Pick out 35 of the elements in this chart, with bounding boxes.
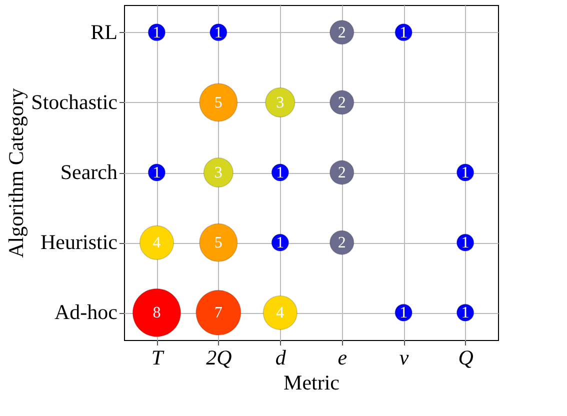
data-label: 5 xyxy=(214,234,222,252)
data-label: 2 xyxy=(338,164,346,182)
data-label: 2 xyxy=(338,234,346,252)
data-label: 2 xyxy=(338,24,346,42)
y-tick-label: Stochastic xyxy=(31,90,118,114)
x-tick-label: 2Q xyxy=(206,346,232,370)
data-label: 1 xyxy=(276,234,284,252)
data-label: 1 xyxy=(400,24,408,42)
y-tick-label: RL xyxy=(90,20,118,44)
data-label: 4 xyxy=(276,304,284,322)
data-label: 4 xyxy=(152,234,161,252)
data-label: 1 xyxy=(461,234,470,252)
y-tick-label: Ad-hoc xyxy=(54,300,118,324)
data-label: 8 xyxy=(152,304,161,322)
data-label: 1 xyxy=(214,24,222,42)
x-tick-label: e xyxy=(338,346,348,370)
data-label: 1 xyxy=(152,164,161,182)
x-tick-label: v xyxy=(399,346,410,370)
data-label: 3 xyxy=(276,94,284,112)
data-label: 1 xyxy=(461,304,470,322)
y-tick-label: Heuristic xyxy=(40,230,118,254)
x-tick-label: T xyxy=(151,346,164,370)
data-label: 5 xyxy=(214,94,222,112)
data-label: 1 xyxy=(152,24,161,42)
data-label: 2 xyxy=(338,94,346,112)
y-axis-title: Algorithm Category xyxy=(4,88,28,258)
data-label: 3 xyxy=(214,164,222,182)
data-label: 1 xyxy=(461,164,470,182)
x-tick-label: d xyxy=(275,346,286,370)
x-axis-title: Metric xyxy=(284,370,340,394)
data-label: 7 xyxy=(214,304,222,322)
data-label: 1 xyxy=(400,304,408,322)
data-label: 1 xyxy=(276,164,284,182)
y-tick-label: Search xyxy=(60,160,118,184)
x-tick-label: Q xyxy=(458,346,474,370)
